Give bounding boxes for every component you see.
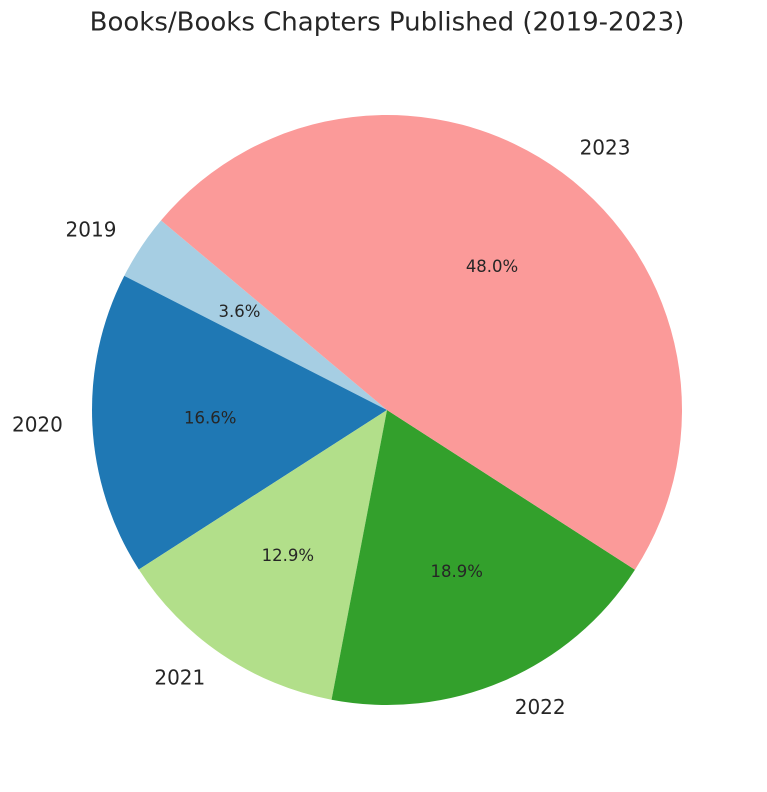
pie-slice	[161, 115, 682, 570]
percent-label: 18.9%	[430, 562, 482, 581]
percent-label: 48.0%	[466, 257, 518, 276]
chart-title: Books/Books Chapters Published (2019-202…	[90, 8, 685, 38]
pie-slice	[331, 410, 635, 705]
percent-label: 16.6%	[184, 408, 236, 427]
pie-slice	[124, 220, 387, 410]
percent-label: 12.9%	[262, 546, 314, 565]
slice-label: 2019	[66, 217, 117, 241]
slice-label: 2023	[580, 135, 631, 159]
slice-label: 2021	[154, 665, 205, 689]
slice-label: 2020	[12, 413, 63, 437]
slice-label: 2022	[515, 695, 566, 719]
percent-label: 3.6%	[218, 302, 260, 321]
pie-slice	[138, 410, 387, 700]
pie-slice	[92, 275, 387, 570]
